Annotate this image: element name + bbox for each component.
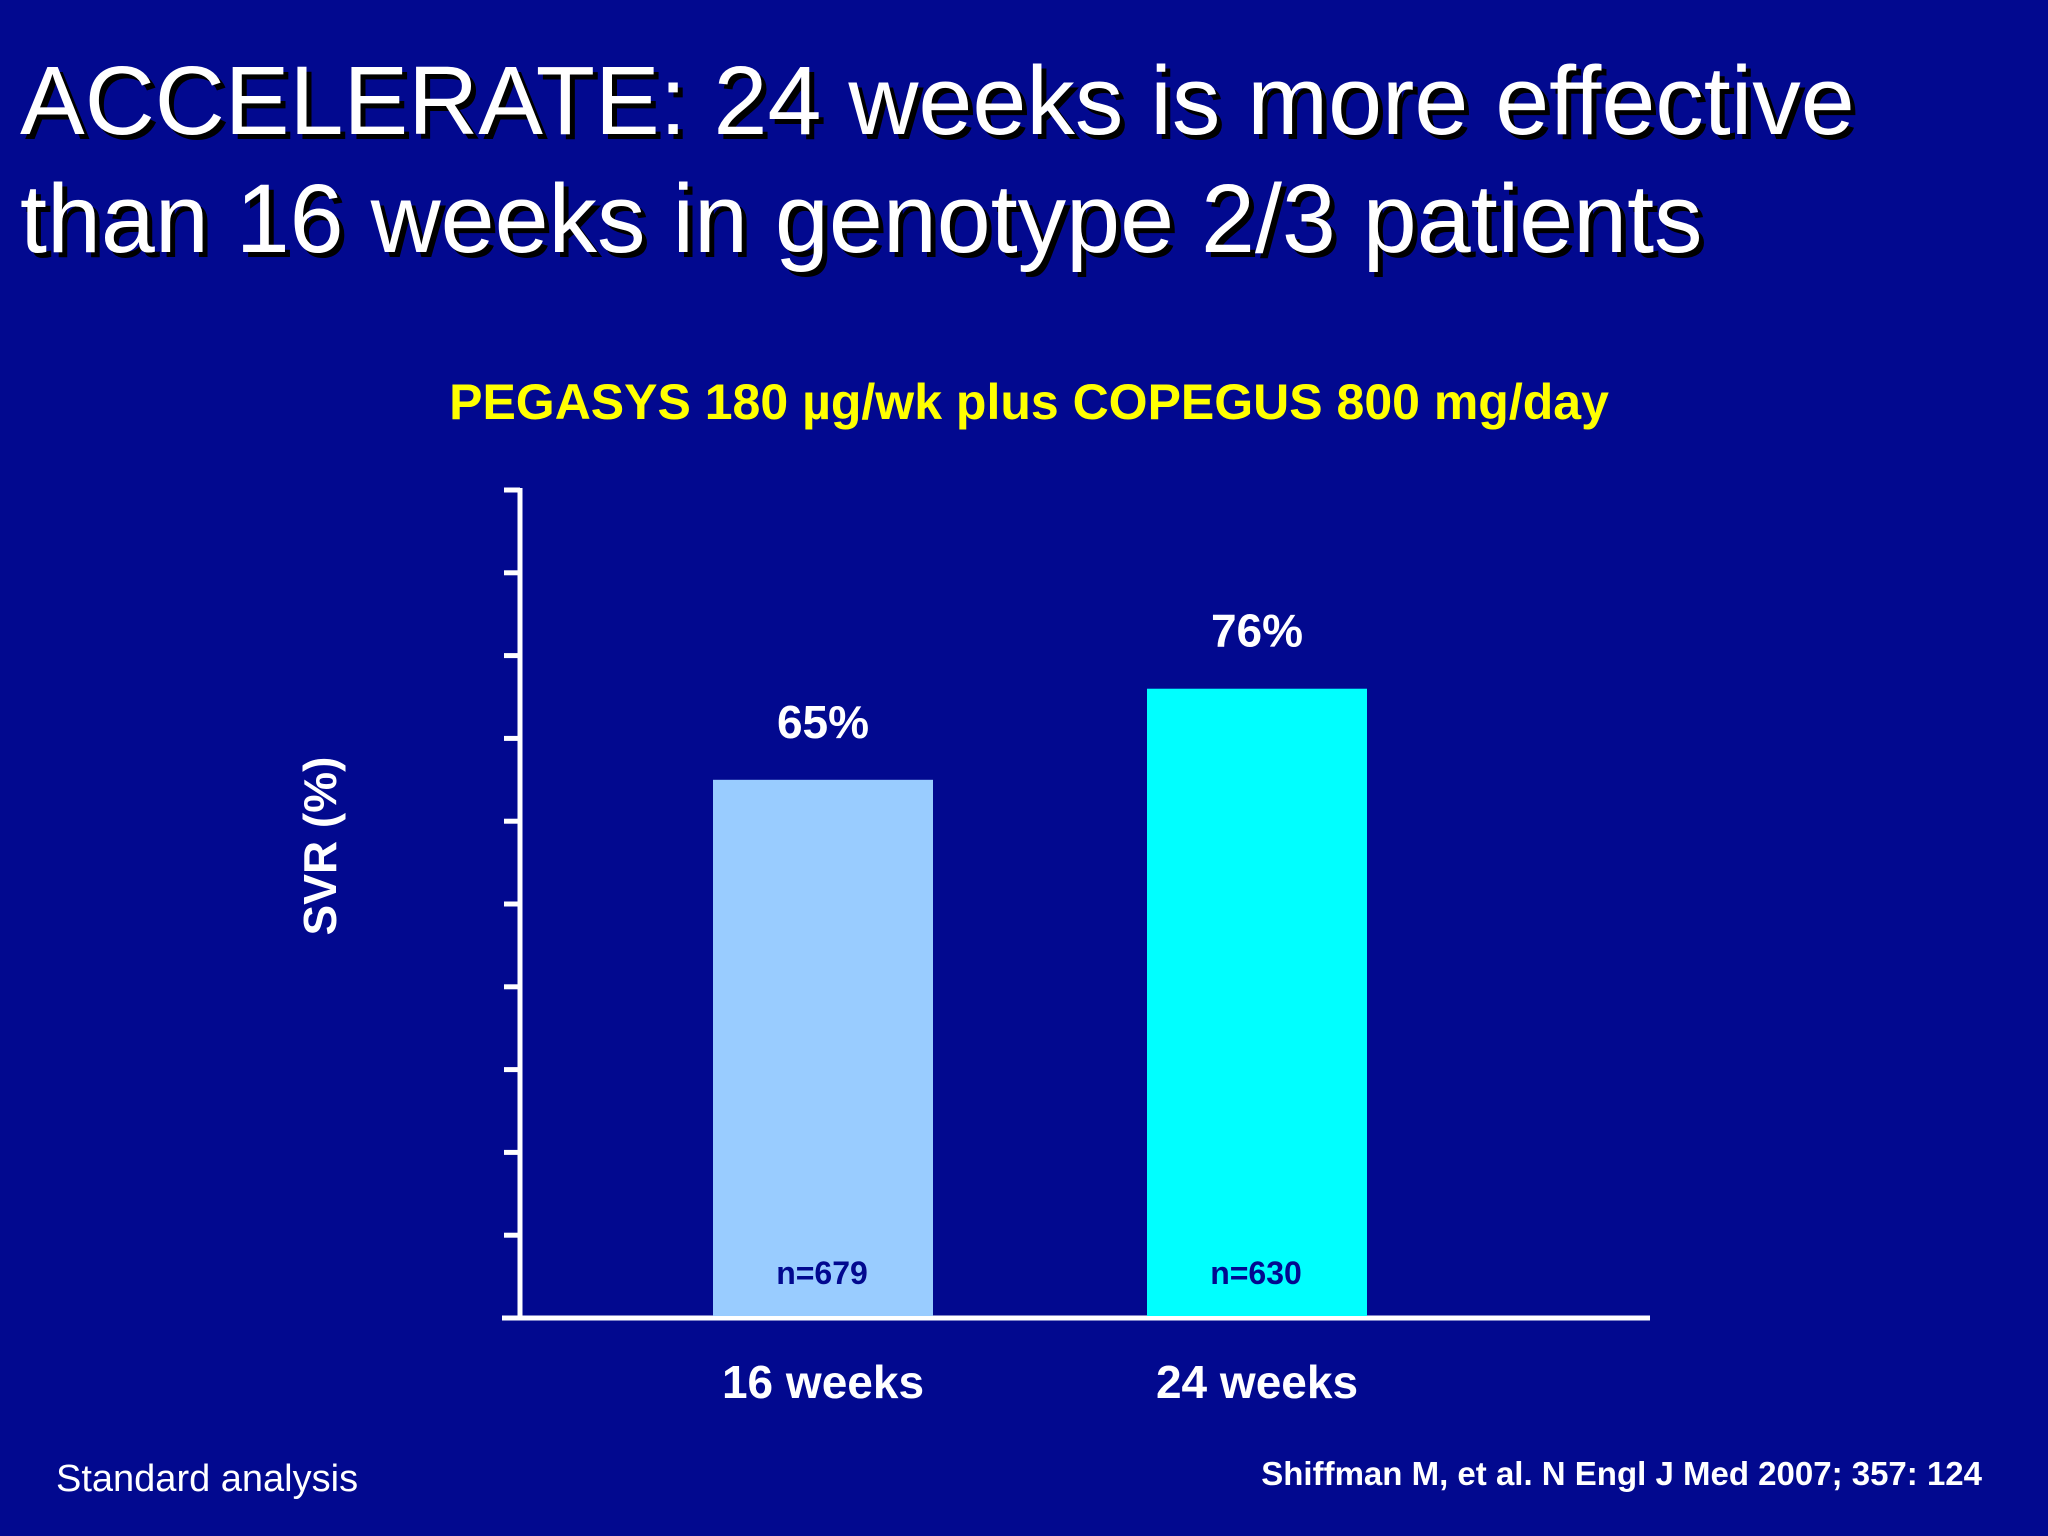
citation: Shiffman M, et al. N Engl J Med 2007; 35… xyxy=(1261,1455,1982,1492)
slide-title-line-2: than 16 weeks in genotype 2/3 patients xyxy=(20,164,1703,273)
analysis-note: Standard analysis xyxy=(56,1458,359,1500)
bar-n-label: n=630 xyxy=(1210,1255,1302,1291)
bar xyxy=(1147,688,1367,1316)
bar xyxy=(713,779,933,1316)
y-axis-label: SVR (%) xyxy=(294,757,346,936)
slide-title-line-1: ACCELERATE: 24 weeks is more effective xyxy=(20,46,1855,155)
slide-title: ACCELERATE: 24 weeks is more effective t… xyxy=(20,42,2020,278)
chart-plot-area: SVR (%) 65% n=679 16 weeks 76% n=630 24 weeks xyxy=(294,487,1650,1408)
x-category-label: 16 weeks xyxy=(722,1356,924,1408)
bar-value-label: 65% xyxy=(777,696,869,748)
chart-subtitle: PEGASYS 180 µg/wk plus COPEGUS 800 mg/da… xyxy=(449,374,1609,430)
bar-value-label: 76% xyxy=(1211,605,1303,657)
bar-n-label: n=679 xyxy=(776,1255,868,1291)
x-category-label: 24 weeks xyxy=(1156,1356,1358,1408)
